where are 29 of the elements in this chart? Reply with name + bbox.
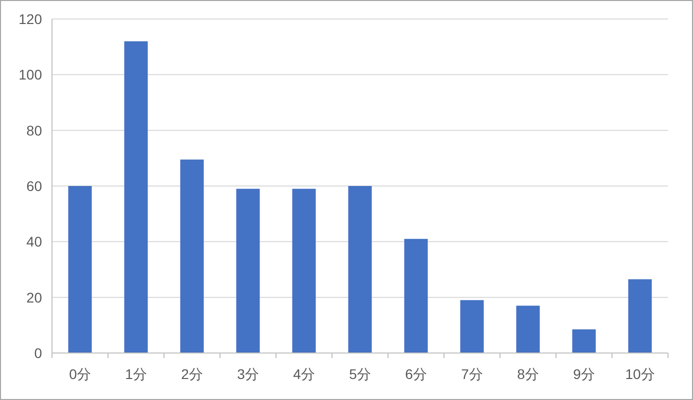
x-tick-label: 6分 bbox=[405, 366, 427, 382]
y-tick-label: 60 bbox=[26, 178, 42, 194]
bar bbox=[236, 188, 260, 353]
x-tick-label: 8分 bbox=[517, 366, 539, 382]
bar bbox=[124, 41, 148, 353]
bar bbox=[292, 188, 316, 353]
bar bbox=[572, 329, 596, 353]
x-tick-label: 3分 bbox=[237, 366, 259, 382]
x-tick-label: 0分 bbox=[69, 366, 91, 382]
y-tick-label: 100 bbox=[18, 66, 42, 83]
bar bbox=[628, 279, 652, 353]
bar bbox=[516, 306, 540, 353]
bar bbox=[460, 300, 484, 353]
bar bbox=[348, 186, 372, 353]
bar bbox=[68, 186, 92, 353]
x-tick-label: 1分 bbox=[125, 366, 147, 382]
y-tick-label: 80 bbox=[26, 122, 42, 138]
x-tick-label: 7分 bbox=[461, 366, 483, 382]
y-tick-label: 40 bbox=[26, 234, 42, 250]
x-tick-label: 5分 bbox=[349, 366, 371, 382]
bar bbox=[404, 238, 428, 353]
bar bbox=[180, 160, 204, 353]
x-tick-label: 4分 bbox=[293, 366, 315, 382]
x-tick-label: 2分 bbox=[181, 366, 203, 382]
x-tick-label: 9分 bbox=[573, 366, 595, 382]
y-tick-label: 20 bbox=[26, 289, 42, 306]
y-tick-label: 0 bbox=[34, 345, 42, 361]
x-tick-label: 10分 bbox=[625, 366, 655, 382]
y-tick-label: 120 bbox=[18, 11, 42, 27]
